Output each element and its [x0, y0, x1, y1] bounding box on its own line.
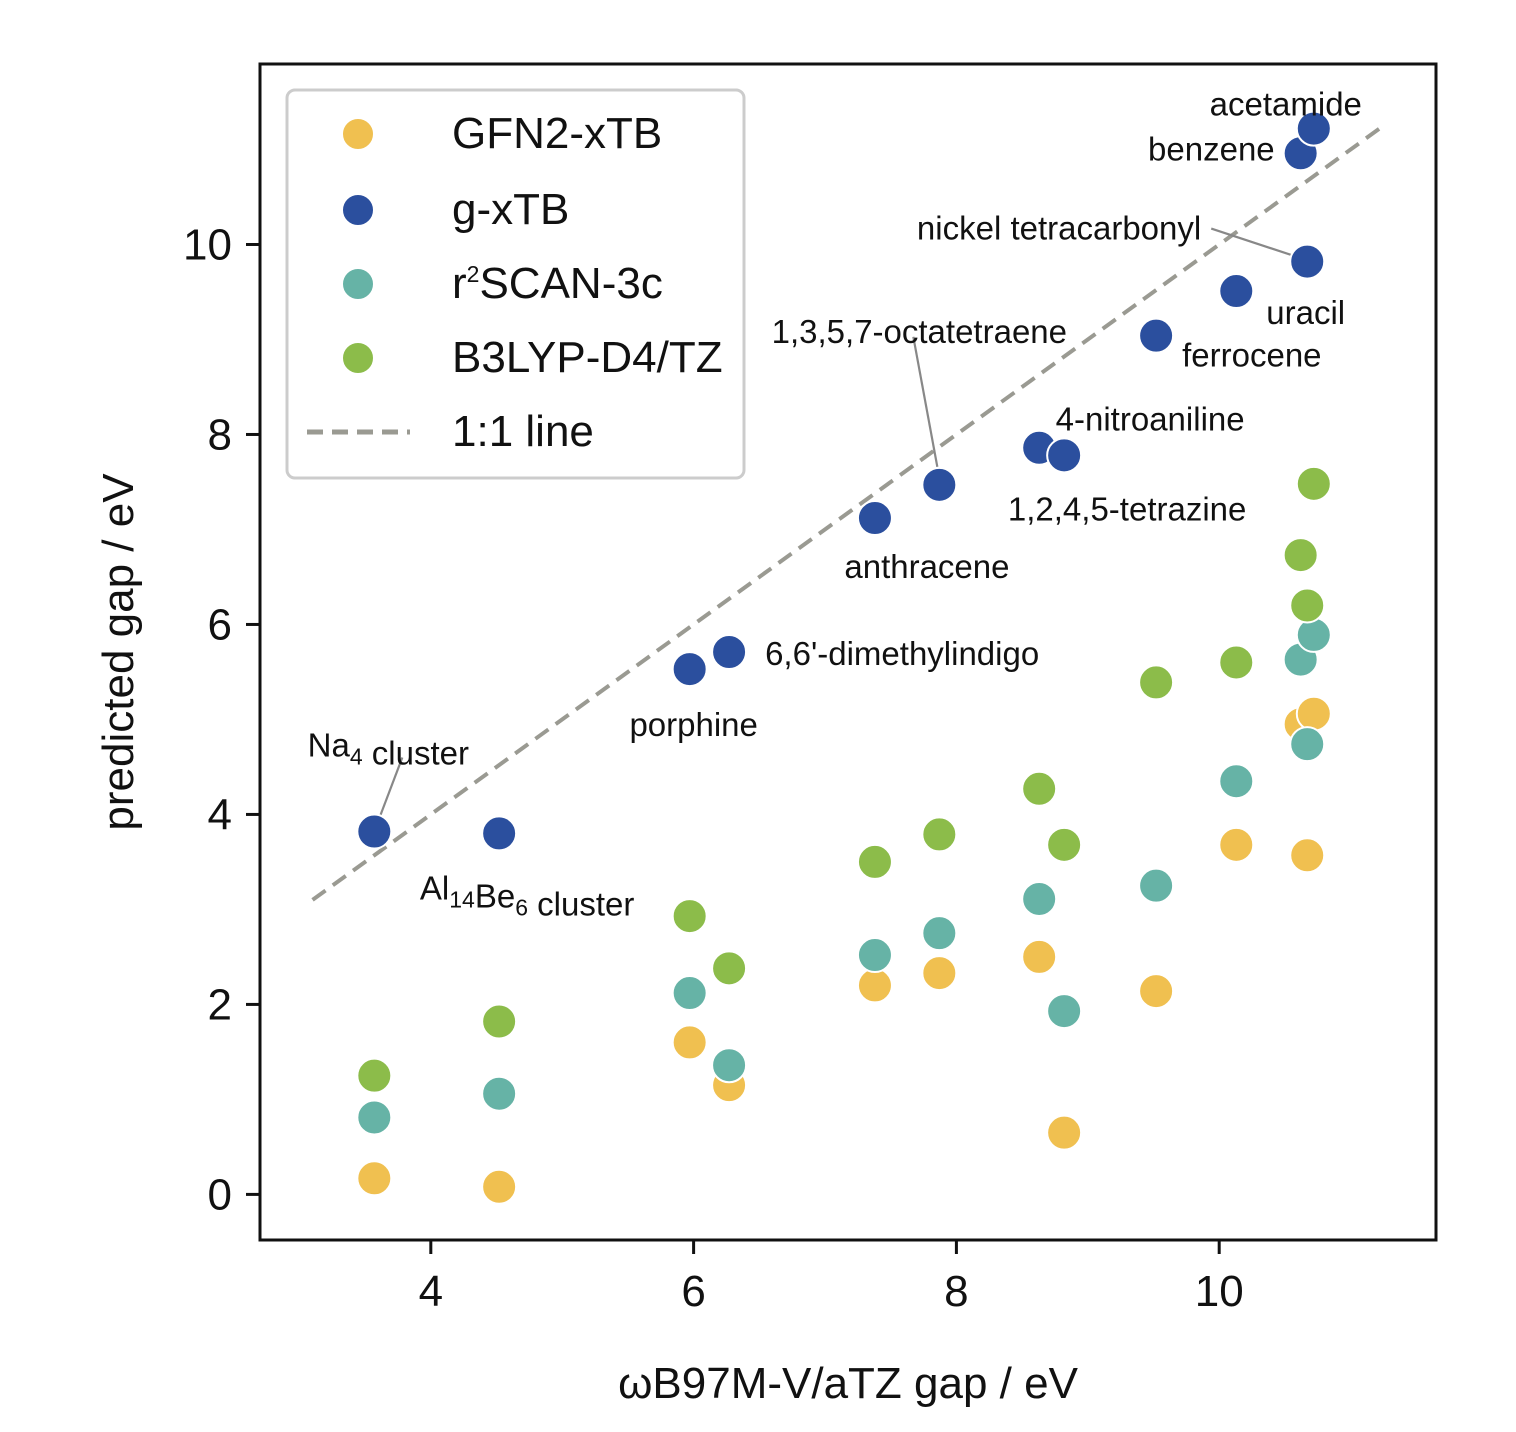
point-g-xtb — [1295, 110, 1332, 147]
point-gfn2-xtb — [481, 1168, 518, 1205]
point-gfn2-xtb — [1295, 695, 1332, 732]
y-tick-label: 0 — [208, 1170, 232, 1219]
x-tick-label: 8 — [944, 1267, 968, 1316]
point-gfn2-xtb — [1021, 938, 1058, 975]
point-b3lyp-d4-tz — [1046, 826, 1083, 863]
x-tick-label: 10 — [1195, 1267, 1244, 1316]
legend-label-1-1-line: 1:1 line — [452, 407, 594, 456]
point-b3lyp-d4-tz — [1021, 770, 1058, 807]
point-gfn2-xtb — [1289, 837, 1326, 874]
leader-line — [912, 336, 939, 468]
legend-marker-r2scan-3c — [341, 267, 375, 301]
point-g-xtb — [481, 815, 518, 852]
point-gfn2-xtb — [1046, 1114, 1083, 1151]
point-r-scan-3c — [921, 915, 958, 952]
series-g-xtb — [356, 110, 1332, 852]
reference-line-layer — [311, 124, 1385, 902]
annotation-anthracene: anthracene — [844, 548, 1009, 585]
point-b3lyp-d4-tz — [481, 1003, 518, 1040]
series-r-scan-3c — [356, 616, 1332, 1136]
annotation-al-be-cluster: Al14Be6 cluster — [420, 869, 634, 922]
point-g-xtb — [1046, 437, 1083, 474]
point-gfn2-xtb — [1138, 973, 1175, 1010]
point-gfn2-xtb — [921, 955, 958, 992]
point-gfn2-xtb — [1218, 826, 1255, 863]
point-g-xtb — [921, 466, 958, 503]
point-r-scan-3c — [711, 1047, 748, 1084]
point-b3lyp-d4-tz — [921, 816, 958, 853]
point-b3lyp-d4-tz — [711, 950, 748, 987]
annotation-porphine: porphine — [629, 706, 757, 743]
y-tick-label: 2 — [208, 980, 232, 1029]
annotation-na-cluster: Na4 cluster — [308, 727, 469, 772]
annotation-nickel-tetracarbonyl: nickel tetracarbonyl — [917, 210, 1201, 247]
y-axis-ticks: 0 2 4 6 8 10 — [183, 220, 260, 1219]
point-g-xtb — [356, 813, 393, 850]
point-r-scan-3c — [1138, 867, 1175, 904]
x-tick-label: 6 — [681, 1267, 705, 1316]
point-gfn2-xtb — [356, 1160, 393, 1197]
legend-label-g-xtb: g-xTB — [452, 185, 569, 234]
point-b3lyp-d4-tz — [356, 1057, 393, 1094]
legend-label-gfn2-xtb: GFN2-xTB — [452, 109, 662, 158]
plot-area-frame — [258, 62, 1438, 1242]
point-b3lyp-d4-tz — [1295, 465, 1332, 502]
point-r-scan-3c — [481, 1075, 518, 1112]
point-g-xtb — [1138, 317, 1175, 354]
annotation-1-3-5-7-octatetraene: 1,3,5,7-octatetraene — [772, 313, 1067, 350]
x-axis-title: ωB97M-V/aTZ gap / eV — [618, 1359, 1079, 1408]
series-b3lyp-d4-tz — [356, 465, 1332, 1094]
legend-marker-gfn2-xtb — [341, 117, 375, 151]
point-g-xtb — [711, 634, 748, 670]
legend-label-b3lyp-d4-tz: B3LYP-D4/TZ — [452, 333, 723, 382]
point-b3lyp-d4-tz — [856, 843, 893, 880]
leader-line — [1210, 227, 1300, 259]
annotation-ferrocene: ferrocene — [1182, 337, 1321, 374]
legend-box — [285, 88, 746, 480]
y-tick-label: 4 — [208, 790, 232, 839]
annotation-benzene: benzene — [1148, 130, 1275, 167]
point-r-scan-3c — [856, 937, 893, 974]
point-r-scan-3c — [1046, 993, 1083, 1030]
point-b3lyp-d4-tz — [1218, 644, 1255, 681]
data-points-layer — [356, 110, 1332, 1205]
point-b3lyp-d4-tz — [1289, 587, 1326, 624]
annotation-6-6-dimethylindigo: 6,6'-dimethylindigo — [765, 635, 1039, 672]
point-g-xtb — [856, 500, 893, 537]
y-tick-label: 8 — [208, 410, 232, 459]
point-gfn2-xtb — [856, 967, 893, 1004]
legend-label-r2scan-3c: r2SCAN-3c — [452, 259, 663, 308]
point-g-xtb — [671, 651, 708, 688]
point-b3lyp-d4-tz — [671, 898, 708, 935]
point-g-xtb — [1218, 273, 1255, 310]
y-axis-title: predicted gap / eV — [94, 473, 143, 831]
point-r-scan-3c — [356, 1099, 393, 1136]
point-r-scan-3c — [1021, 880, 1058, 917]
point-r-scan-3c — [671, 975, 708, 1012]
y-tick-label: 6 — [208, 600, 232, 649]
leader-line — [379, 757, 404, 816]
point-b3lyp-d4-tz — [1282, 537, 1319, 574]
annotation-acetamide: acetamide — [1210, 86, 1362, 123]
point-r-scan-3c — [1295, 616, 1332, 653]
point-r-scan-3c — [1289, 726, 1326, 763]
reference-line-1-1 — [311, 124, 1385, 902]
point-b3lyp-d4-tz — [1138, 664, 1175, 701]
legend: GFN2-xTB g-xTB r2SCAN-3c B3LYP-D4/TZ 1:1… — [285, 88, 746, 480]
annotation-uracil: uracil — [1266, 294, 1345, 331]
point-gfn2-xtb — [671, 1024, 708, 1061]
annotations-layer: acetamide benzene nickel tetracarbonyl urac… — [308, 86, 1362, 923]
annotation-4-nitroaniline: 4-nitroaniline — [1056, 400, 1245, 437]
x-axis-ticks: 4 6 8 10 — [419, 1240, 1244, 1316]
y-tick-label: 10 — [183, 220, 232, 269]
legend-marker-g-xtb — [341, 193, 375, 227]
x-tick-label: 4 — [419, 1267, 443, 1316]
point-g-xtb — [1289, 243, 1326, 280]
legend-marker-b3lyp-d4-tz — [341, 341, 375, 375]
annotation-1-2-4-5-tetrazine: 1,2,4,5-tetrazine — [1008, 490, 1246, 527]
leader-lines-layer — [379, 227, 1300, 816]
point-r-scan-3c — [1218, 763, 1255, 800]
